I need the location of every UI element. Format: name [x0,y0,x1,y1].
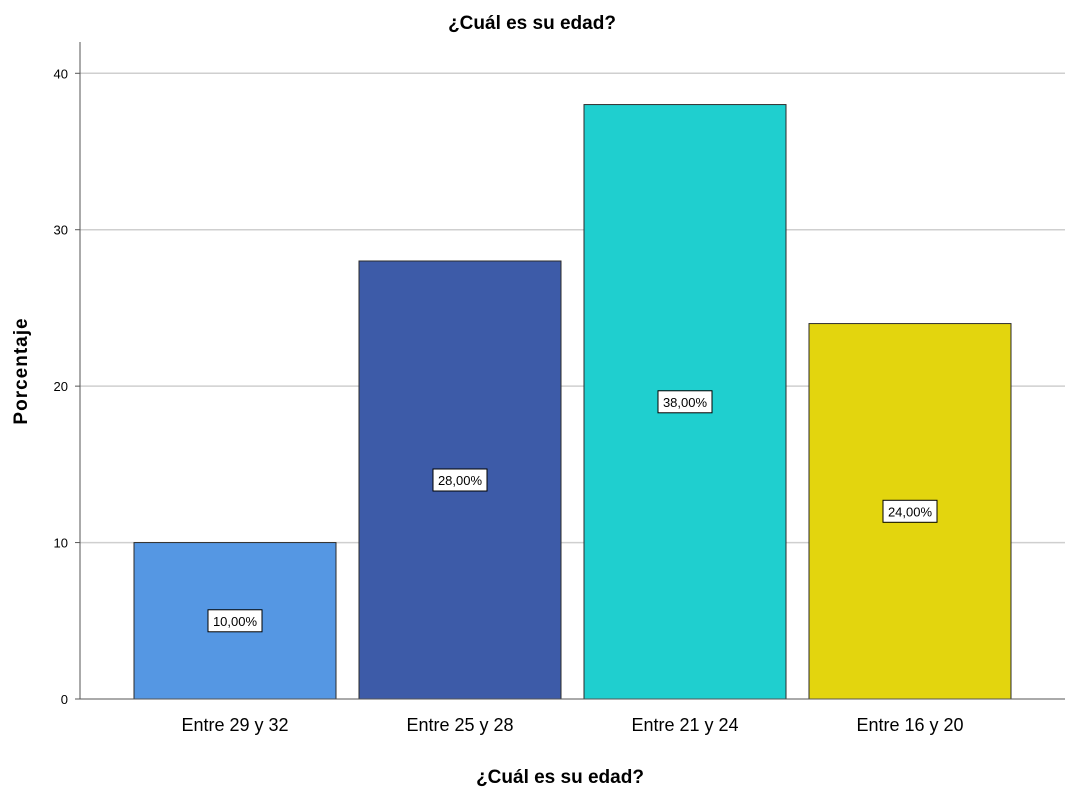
y-tick-label: 10 [54,536,68,551]
x-tick-label: Entre 21 y 24 [631,715,738,735]
data-label-box [882,499,938,523]
y-tick-label: 30 [54,223,68,238]
y-tick-label: 40 [54,66,68,81]
chart-title: ¿Cuál es su edad? [448,13,616,34]
data-label-box [207,609,263,633]
x-axis-title: ¿Cuál es su edad? [476,767,644,788]
data-label-box [432,468,488,492]
y-tick-label: 20 [54,379,68,394]
y-axis-title: Porcentaje [11,317,32,424]
data-label: 38,00% [663,395,708,410]
axes [79,42,1065,700]
data-label-box [657,390,713,414]
bars [133,104,1012,700]
y-tick-label: 0 [61,692,68,707]
data-labels: 10,00% 28,00% 38,00% 24,00% [207,390,938,633]
data-label: 24,00% [888,504,933,519]
y-tick-labels: 0 10 20 30 40 [54,66,80,707]
data-label: 28,00% [438,473,483,488]
x-tick-label: Entre 25 y 28 [406,715,513,735]
x-tick-label: Entre 16 y 20 [856,715,963,735]
data-label: 10,00% [213,614,258,629]
x-tick-labels: Entre 29 y 32 Entre 25 y 28 Entre 21 y 24 E… [181,715,963,735]
x-tick-label: Entre 29 y 32 [181,715,288,735]
